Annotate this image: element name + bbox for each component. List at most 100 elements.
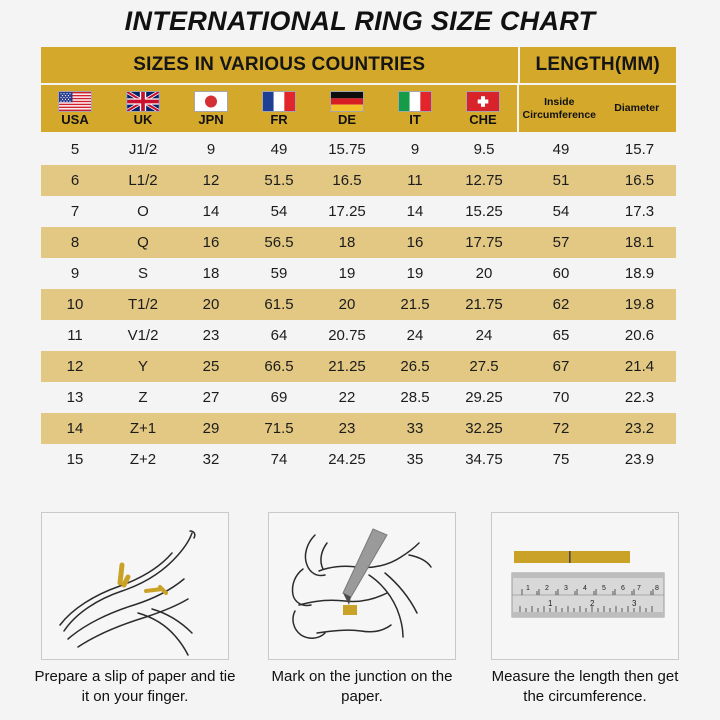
header-sizes-in-various-countries: SIZES IN VARIOUS COUNTRIES — [41, 47, 520, 83]
table-cell: S — [137, 265, 148, 282]
table-cell: 10 — [66, 296, 84, 313]
table-cell: 71.5 — [264, 420, 294, 437]
table-cell: 33 — [406, 420, 424, 437]
table-cell: 16 — [406, 234, 424, 251]
table-cell: 57 — [552, 234, 570, 251]
column-label-de: DE — [337, 112, 357, 127]
table-row: 11 V1/2 23 64 20.75 24 24 65 20.6 — [41, 320, 676, 351]
table-cell: 56.5 — [264, 234, 294, 251]
table-row: 9 S 18 59 19 19 20 60 18.9 — [41, 258, 676, 289]
svg-text:1: 1 — [526, 585, 530, 592]
table-cell: 7 — [70, 203, 80, 220]
table-row: 13 Z 27 69 22 28.5 29.25 70 22.3 — [41, 382, 676, 413]
table-cell: 70 — [552, 389, 570, 406]
column-label-che: CHE — [469, 112, 497, 127]
table-cell: 12 — [66, 358, 84, 375]
table-cell: 21.5 — [400, 296, 430, 313]
table-cell: 74 — [270, 451, 288, 468]
table-cell: 24.25 — [328, 451, 366, 468]
column-header-jpn: JPN — [177, 85, 245, 132]
table-cell: 11 — [67, 327, 83, 344]
column-header-usa: USA — [41, 85, 109, 132]
table-body: 5 J1/2 9 49 15.75 9 9.5 49 15.7 6 L1/2 12 51.5 16.5 11… — [41, 134, 676, 475]
illustration-hand-marking-with-pen — [268, 512, 456, 660]
table-cell: 29.25 — [465, 389, 503, 406]
table-cell: 35 — [406, 451, 424, 468]
table-cell: 32 — [202, 451, 220, 468]
table-row: 12 Y 25 66.5 21.25 26.5 27.5 67 21.4 — [41, 351, 676, 382]
column-label-it: IT — [409, 112, 421, 127]
table-cell: 67 — [552, 358, 570, 375]
svg-text:8: 8 — [655, 585, 659, 592]
table-cell: 15.25 — [465, 203, 503, 220]
table-cell: 18.1 — [624, 234, 655, 251]
table-cell: 62 — [552, 296, 570, 313]
table-cell: 6 — [70, 172, 80, 189]
table-cell: 9 — [410, 141, 420, 158]
column-header-fr: FR — [245, 85, 313, 132]
table-cell: 23.9 — [624, 451, 655, 468]
illustration-hand-with-paper-strip — [41, 512, 229, 660]
table-cell: 15.75 — [328, 141, 366, 158]
column-label-inside-circumference: Inside Circumference — [522, 96, 597, 121]
instruction-step-1: Prepare a slip of paper and tie it on yo… — [35, 512, 235, 707]
flag-switzerland-icon — [466, 91, 500, 112]
table-cell: 20 — [338, 296, 356, 313]
table-cell: 51 — [552, 172, 570, 189]
column-header-uk: UK — [109, 85, 177, 132]
table-cell: 21.4 — [624, 358, 655, 375]
table-cell: V1/2 — [127, 327, 159, 344]
table-cell: 18 — [338, 234, 356, 251]
table-cell: 51.5 — [264, 172, 294, 189]
table-cell: 18 — [202, 265, 220, 282]
table-cell: 14 — [406, 203, 424, 220]
table-cell: 26.5 — [400, 358, 430, 375]
table-cell: 23 — [338, 420, 356, 437]
table-cell: O — [137, 203, 149, 220]
table-cell: 22 — [338, 389, 356, 406]
table-cell: 20 — [475, 265, 493, 282]
table-cell: 13 — [66, 389, 84, 406]
svg-text:2: 2 — [545, 585, 549, 592]
table-row: 6 L1/2 12 51.5 16.5 11 12.75 51 16.5 — [41, 165, 676, 196]
svg-text:3: 3 — [632, 599, 637, 608]
svg-text:7: 7 — [637, 585, 641, 592]
table-cell: 22.3 — [624, 389, 655, 406]
table-cell: 72 — [552, 420, 570, 437]
table-cell: 16.5 — [332, 172, 362, 189]
table-cell: 11 — [407, 172, 423, 189]
table-cell: 28.5 — [400, 389, 430, 406]
table-cell: 27.5 — [469, 358, 499, 375]
column-header-it: IT — [381, 85, 449, 132]
flag-usa-icon — [58, 91, 92, 112]
table-cell: 19 — [338, 265, 356, 282]
instruction-step-2: Mark on the junction on the paper. — [268, 512, 456, 707]
table-cell: 23.2 — [624, 420, 655, 437]
table-cell: 64 — [270, 327, 288, 344]
table-cell: 19.8 — [624, 296, 655, 313]
table-cell: 21.75 — [465, 296, 503, 313]
table-cell: 66.5 — [264, 358, 294, 375]
table-cell: 19 — [406, 265, 424, 282]
column-label-jpn: JPN — [198, 112, 224, 127]
table-cell: 17.25 — [328, 203, 366, 220]
table-cell: 5 — [70, 141, 80, 158]
table-cell: 15 — [66, 451, 84, 468]
table-cell: 24 — [406, 327, 424, 344]
instruction-caption-1: Prepare a slip of paper and tie it on yo… — [34, 668, 236, 705]
table-cell: Z — [138, 389, 148, 406]
table-cell: 32.25 — [465, 420, 503, 437]
table-cell: 8 — [70, 234, 80, 251]
table-cell: 9 — [206, 141, 216, 158]
table-row: 14 Z+1 29 71.5 23 33 32.25 72 23.2 — [41, 413, 676, 444]
table-cell: 49 — [270, 141, 288, 158]
column-label-diameter: Diameter — [614, 102, 660, 115]
table-cell: 60 — [552, 265, 570, 282]
table-cell: 9 — [70, 265, 80, 282]
flag-italy-icon — [398, 91, 432, 112]
table-cell: 12.75 — [465, 172, 503, 189]
table-cell: 34.75 — [465, 451, 503, 468]
table-cell: 49 — [552, 141, 570, 158]
instruction-caption-2: Mark on the junction on the paper. — [271, 668, 453, 705]
